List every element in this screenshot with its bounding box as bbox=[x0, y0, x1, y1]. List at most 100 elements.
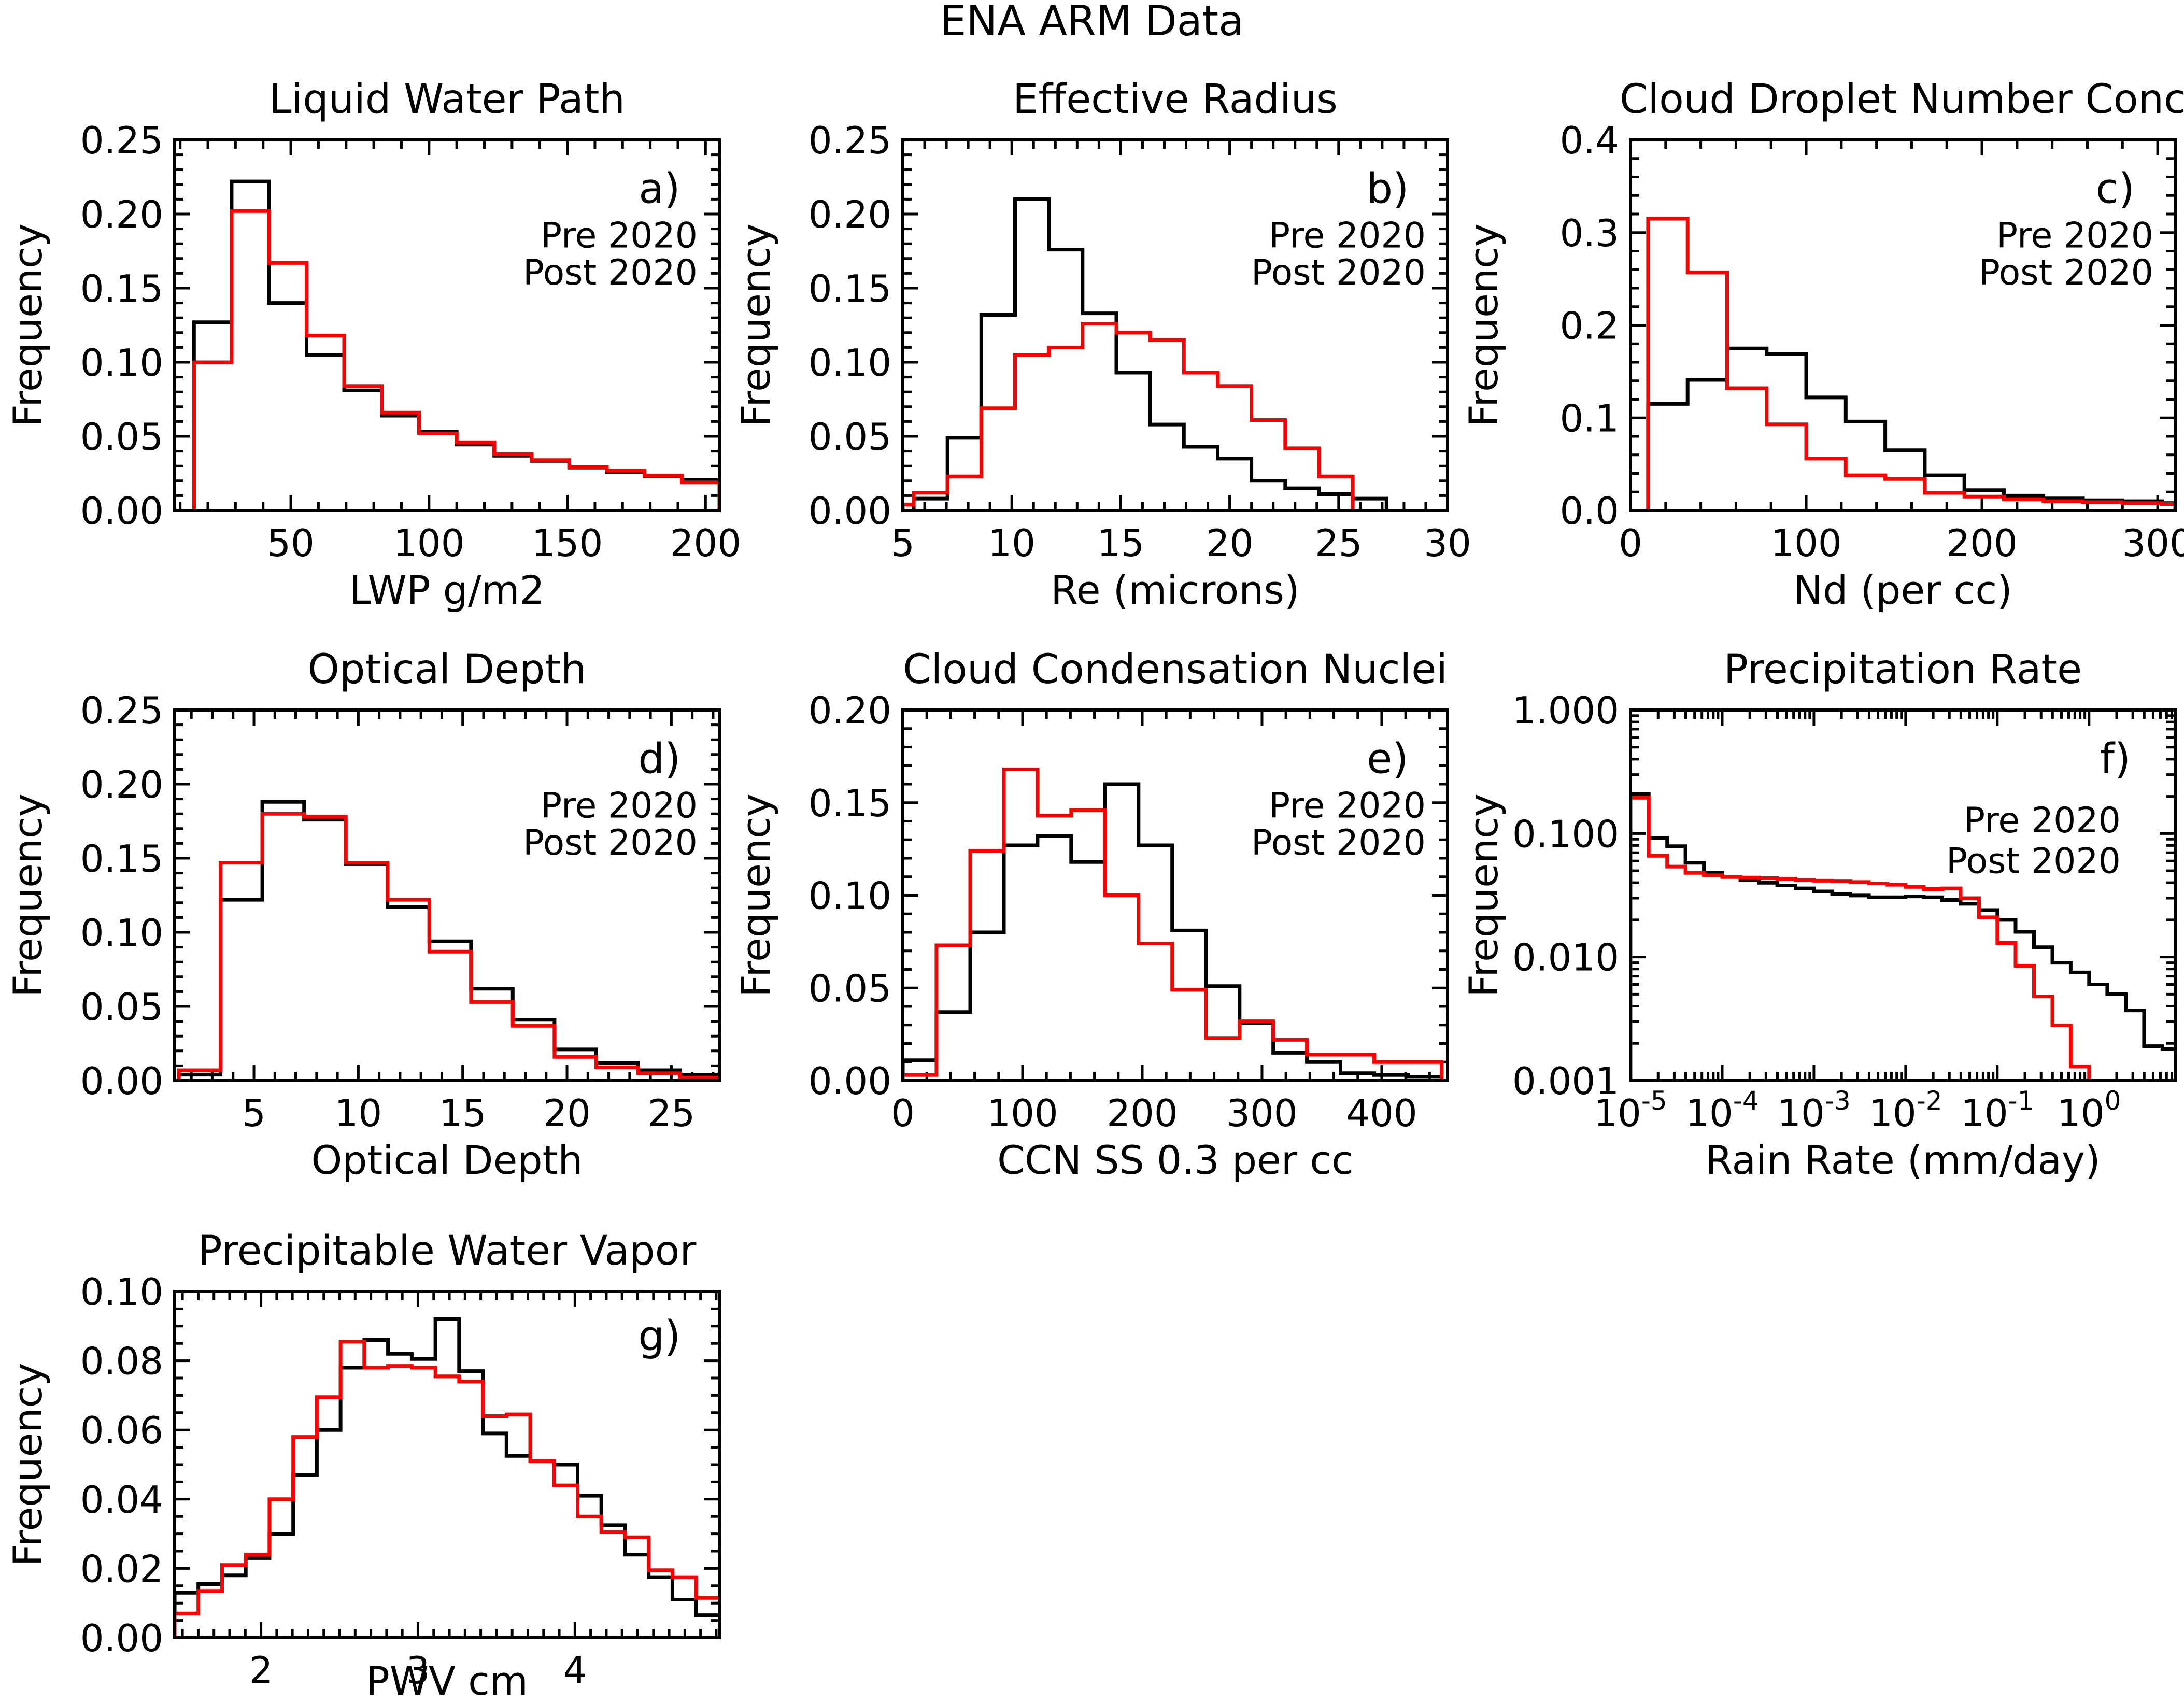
legend-pre-label: Pre 2020 bbox=[541, 785, 698, 826]
y-axis-label: Frequency bbox=[733, 793, 779, 997]
panel-title: Cloud Droplet Number Conc bbox=[1620, 76, 2184, 123]
post-2020-histogram bbox=[901, 767, 1443, 1082]
panel-d: 5 10 15 20 25 0.00 0.05 0.10 0.15 0.20 0.25 Optical… bbox=[5, 646, 721, 1183]
x-tick-labels: 50 100 150 200 bbox=[267, 521, 741, 565]
x-tick-label: 10-2 bbox=[1869, 1086, 1942, 1135]
y-tick-label: 0.05 bbox=[80, 415, 163, 459]
y-tick-label: 0.05 bbox=[808, 967, 891, 1010]
y-tick-label: 0.00 bbox=[808, 489, 891, 533]
legend-pre-label: Pre 2020 bbox=[541, 215, 698, 256]
x-tick-labels: 0 100 200 300 bbox=[1619, 521, 2184, 565]
panel-letter: b) bbox=[1366, 165, 1409, 213]
pre-2020-histogram bbox=[912, 197, 1388, 512]
y-tick-label: 0.001 bbox=[1512, 1059, 1619, 1103]
x-tick-label: 10-1 bbox=[1961, 1086, 2034, 1135]
y-tick-labels: 0.00 0.05 0.10 0.15 0.20 0.25 bbox=[80, 689, 163, 1103]
axis-ticks bbox=[1629, 138, 2176, 512]
x-tick-labels: 0 100 200 300 400 bbox=[891, 1091, 1417, 1135]
x-tick-label: 15 bbox=[1097, 521, 1144, 565]
legend-pre-label: Pre 2020 bbox=[1996, 215, 2153, 256]
y-tick-label: 0.20 bbox=[80, 193, 163, 236]
x-tick-label: 150 bbox=[532, 521, 603, 565]
y-tick-label: 0.10 bbox=[80, 911, 163, 955]
plot-frame bbox=[173, 1290, 721, 1639]
y-tick-label: 0.10 bbox=[808, 341, 891, 385]
x-tick-label: 0 bbox=[1619, 521, 1642, 565]
y-tick-label: 0.00 bbox=[80, 489, 163, 533]
x-tick-label: 10 bbox=[335, 1091, 382, 1135]
post-2020-histogram bbox=[1646, 217, 2177, 512]
x-axis-label: Re (microns) bbox=[1051, 567, 1299, 613]
y-tick-labels: 0.00 0.05 0.10 0.15 0.20 bbox=[808, 689, 891, 1103]
panel-title: Precipitable Water Vapor bbox=[198, 1228, 697, 1274]
figure-suptitle: ENA ARM Data bbox=[940, 0, 1244, 45]
y-axis-label: Frequency bbox=[5, 223, 51, 427]
x-axis-label: Nd (per cc) bbox=[1793, 567, 2012, 613]
x-tick-label: 25 bbox=[648, 1091, 696, 1135]
x-tick-label: 5 bbox=[242, 1091, 266, 1135]
y-tick-label: 0.25 bbox=[80, 119, 163, 162]
x-tick-label: 200 bbox=[1947, 521, 2018, 565]
plot-frame bbox=[173, 138, 721, 512]
y-tick-label: 0.10 bbox=[808, 874, 891, 918]
y-tick-label: 0.25 bbox=[80, 689, 163, 732]
y-tick-label: 0.00 bbox=[80, 1616, 163, 1660]
y-tick-label: 0.06 bbox=[80, 1409, 163, 1452]
x-tick-labels: 5 10 15 20 25 30 bbox=[891, 521, 1471, 565]
x-tick-label: 20 bbox=[1206, 521, 1253, 565]
x-tick-label: 300 bbox=[2122, 521, 2184, 565]
panel-title: Precipitation Rate bbox=[1724, 646, 2082, 693]
x-tick-label: 3 bbox=[406, 1649, 430, 1692]
y-tick-label: 0.100 bbox=[1512, 812, 1619, 856]
panel-letter: e) bbox=[1367, 735, 1408, 783]
x-tick-label: 200 bbox=[670, 521, 741, 565]
y-tick-label: 0.4 bbox=[1560, 119, 1620, 162]
y-tick-label: 0.010 bbox=[1512, 936, 1619, 980]
panel-letter: a) bbox=[639, 165, 680, 213]
legend-post-label: Post 2020 bbox=[1251, 822, 1426, 863]
panel-letter: g) bbox=[638, 1312, 680, 1360]
y-tick-label: 0.2 bbox=[1560, 304, 1620, 348]
y-tick-label: 0.08 bbox=[80, 1340, 163, 1383]
plot-frame bbox=[1629, 708, 2177, 1082]
axis-ticks bbox=[901, 138, 1449, 512]
y-axis-label: Frequency bbox=[1460, 793, 1507, 997]
y-tick-label: 0.20 bbox=[808, 193, 891, 236]
pre-2020-histogram bbox=[901, 782, 1443, 1082]
panel-letter: c) bbox=[2096, 165, 2135, 213]
x-tick-label: 15 bbox=[439, 1091, 487, 1135]
x-tick-label: 50 bbox=[267, 521, 315, 565]
x-tick-labels: 5 10 15 20 25 bbox=[242, 1091, 695, 1135]
x-tick-label: 100 bbox=[2057, 1086, 2121, 1135]
y-tick-labels: 0.0 0.1 0.2 0.3 0.4 bbox=[1560, 119, 1620, 533]
y-tick-label: 0.20 bbox=[80, 763, 163, 806]
post-2020-histogram bbox=[177, 812, 721, 1082]
x-tick-label: 100 bbox=[987, 1091, 1058, 1135]
post-2020-histogram bbox=[173, 1340, 721, 1639]
x-tick-label: 10-3 bbox=[1777, 1086, 1850, 1135]
x-tick-label: 10-4 bbox=[1685, 1086, 1758, 1135]
x-axis-label: Optical Depth bbox=[311, 1137, 583, 1183]
panel-letter: f) bbox=[2100, 735, 2131, 783]
y-tick-label: 0.20 bbox=[808, 689, 891, 732]
axis-ticks bbox=[175, 1290, 719, 1639]
y-tick-label: 0.15 bbox=[808, 782, 891, 825]
panel-title: Cloud Condensation Nuclei bbox=[903, 646, 1448, 693]
x-tick-label: 400 bbox=[1346, 1091, 1417, 1135]
x-tick-label: 0 bbox=[891, 1091, 915, 1135]
x-tick-label: 100 bbox=[393, 521, 464, 565]
y-tick-label: 0.3 bbox=[1560, 211, 1620, 255]
legend-pre-label: Pre 2020 bbox=[1269, 785, 1426, 826]
x-tick-label: 2 bbox=[249, 1649, 273, 1692]
plot-frame bbox=[1629, 138, 2177, 512]
legend-post-label: Post 2020 bbox=[1251, 252, 1426, 293]
y-tick-label: 0.15 bbox=[80, 267, 163, 310]
axis-ticks bbox=[1629, 708, 2176, 1082]
x-axis-label: Rain Rate (mm/day) bbox=[1706, 1137, 2101, 1183]
x-tick-label: 30 bbox=[1424, 521, 1471, 565]
y-axis-label: Frequency bbox=[5, 793, 51, 997]
y-tick-label: 0.05 bbox=[80, 985, 163, 1029]
legend-pre-label: Pre 2020 bbox=[1964, 800, 2121, 841]
